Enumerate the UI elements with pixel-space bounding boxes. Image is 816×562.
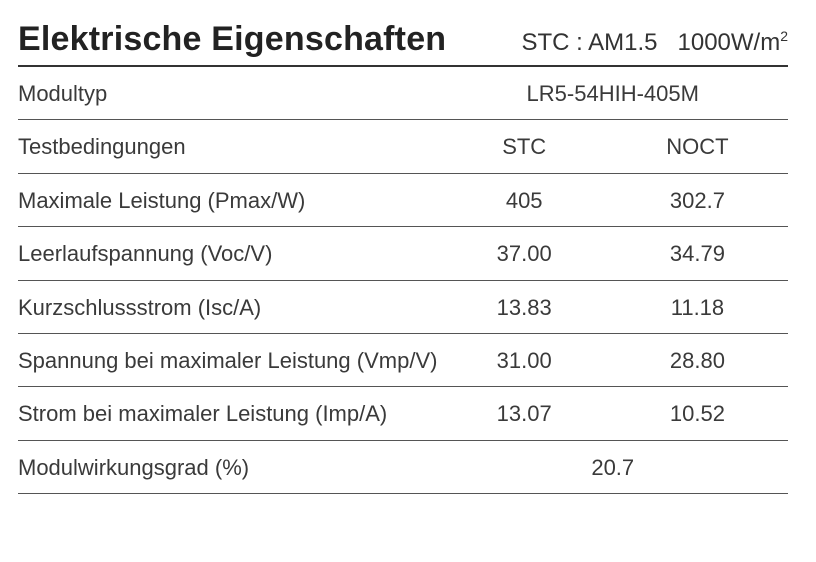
spec-table: Modultyp LR5-54HIH-405M Testbedingungen …: [18, 67, 788, 494]
test-conditions-subtitle: STC : AM1.5 1000W/m2: [521, 28, 788, 57]
module-type-row: Modultyp LR5-54HIH-405M: [18, 67, 788, 120]
spec-sheet: Elektrische Eigenschaften STC : AM1.5 10…: [0, 0, 816, 494]
row-value-noct: 302.7: [611, 173, 788, 226]
row-label: Spannung bei maximaler Leistung (Vmp/V): [18, 333, 442, 386]
subtitle-prefix: STC : AM1.5: [521, 29, 657, 56]
table-row: Kurzschlussstrom (Isc/A) 13.83 11.18: [18, 280, 788, 333]
column-header-stc: STC: [442, 120, 611, 173]
module-type-value: LR5-54HIH-405M: [442, 67, 789, 120]
conditions-header-row: Testbedingungen STC NOCT: [18, 120, 788, 173]
row-value-noct: 34.79: [611, 227, 788, 280]
header: Elektrische Eigenschaften STC : AM1.5 10…: [18, 20, 788, 67]
efficiency-row: Modulwirkungsgrad (%) 20.7: [18, 440, 788, 493]
row-value-noct: 11.18: [611, 280, 788, 333]
table-row: Strom bei maximaler Leistung (Imp/A) 13.…: [18, 387, 788, 440]
efficiency-label: Modulwirkungsgrad (%): [18, 440, 442, 493]
table-row: Spannung bei maximaler Leistung (Vmp/V) …: [18, 333, 788, 386]
column-header-noct: NOCT: [611, 120, 788, 173]
row-value-stc: 37.00: [442, 227, 611, 280]
page-title: Elektrische Eigenschaften: [18, 20, 446, 59]
row-label: Kurzschlussstrom (Isc/A): [18, 280, 442, 333]
row-value-stc: 31.00: [442, 333, 611, 386]
row-label: Maximale Leistung (Pmax/W): [18, 173, 442, 226]
row-label: Leerlaufspannung (Voc/V): [18, 227, 442, 280]
row-value-noct: 10.52: [611, 387, 788, 440]
subtitle-exponent: 2: [780, 28, 788, 44]
conditions-label: Testbedingungen: [18, 120, 442, 173]
module-type-label: Modultyp: [18, 67, 442, 120]
row-value-noct: 28.80: [611, 333, 788, 386]
subtitle-irradiance: 1000W/m: [678, 29, 781, 56]
row-value-stc: 405: [442, 173, 611, 226]
row-value-stc: 13.07: [442, 387, 611, 440]
table-row: Leerlaufspannung (Voc/V) 37.00 34.79: [18, 227, 788, 280]
efficiency-value: 20.7: [442, 440, 789, 493]
row-value-stc: 13.83: [442, 280, 611, 333]
row-label: Strom bei maximaler Leistung (Imp/A): [18, 387, 442, 440]
table-row: Maximale Leistung (Pmax/W) 405 302.7: [18, 173, 788, 226]
